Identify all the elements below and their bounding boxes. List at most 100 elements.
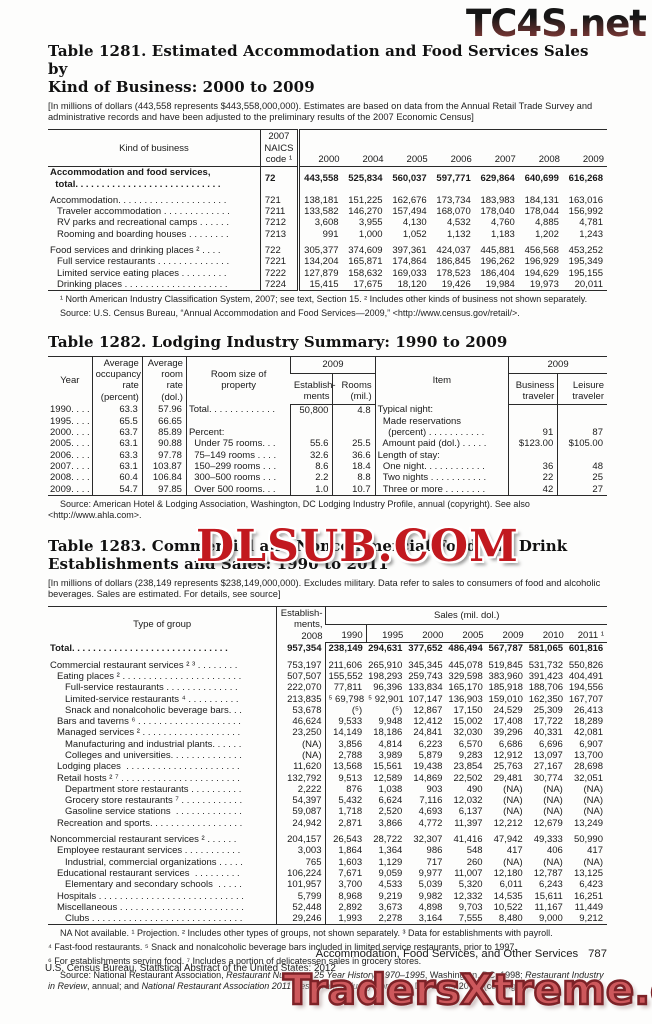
col-header-sales-span: Sales (mil. dol.) [325,606,607,626]
table-1281-bracket-note: [In millions of dollars (443,558 represe… [48,101,593,123]
table-cell: Industrial, commercial organizations . .… [65,856,243,868]
table-cell: Recreation and sports. . . . . . . . . .… [57,817,243,829]
table-row: Gasoline service stations . . . . . . . … [48,806,607,818]
table-cell: 26,413 [573,704,603,716]
table-cell: 4,814 [378,738,403,750]
table-cell: 19,973 [529,278,559,290]
table-cell: 204,157 [276,829,326,846]
table-cell: 22 [508,472,558,484]
table-cell: 2006. . . . . [50,449,93,461]
table-cell: (NA) [583,783,603,795]
col-header-year-2004: 2004 [342,129,387,168]
table-cell: 456,568 [524,245,559,257]
table-1282-header-row-2: Establish- ments Rooms (mil.) Business t… [48,373,607,405]
table-cell: 3,955 [358,217,383,229]
table-cell: 16,251 [573,890,603,902]
section-name: Accommodation, Food Services, and Other … [315,948,579,960]
table-cell: 198,293 [368,670,403,682]
table-cell: Full service restaurants . . . . . . . .… [57,256,230,268]
table-cell: 155,552 [325,670,367,683]
table-cell: 40,331 [533,727,563,739]
col-header-leisure-traveler: Leisure traveler [557,373,607,405]
table-cell: 15,415 [296,278,343,291]
table-cell: Grocery store restaurants ⁷ . . . . . . … [65,795,243,807]
table-cell: 6,137 [458,806,483,818]
table-cell: 525,834 [348,172,383,184]
table-cell: 11,397 [454,817,483,829]
table-cell: 101,957 [276,879,326,891]
table-cell: 721 [259,189,299,207]
table-cell: 36.6 [332,449,376,462]
col-header-2009-span-left: 2009 [290,356,376,374]
table-cell: 1,129 [378,856,403,868]
table-1281-title-line1: Table 1281. Estimated Accommodation and … [48,42,589,78]
table-cell: 42,081 [573,727,603,739]
table-cell: 4,760 [491,217,515,229]
table-row: Educational restaurant services . . . . … [48,867,607,880]
col-header-establishments-2008: Establish- ments, 2008 [276,606,326,643]
table-row: Industrial, commercial organizations . .… [48,856,607,868]
col-header-2009: 2009 [486,624,527,644]
table-cell: 2,520 [378,806,403,818]
table-cell: 54.7 [91,483,143,496]
table-cell: 640,699 [524,172,559,184]
table-cell: 443,558 [296,166,343,190]
table-cell: Over 500 rooms. . . [185,483,291,496]
table-cell: 19,438 [413,761,443,773]
table-cell: 581,065 [528,643,564,655]
table-cell: 13,568 [325,761,367,773]
table-cell: 29,246 [276,913,326,925]
table-cell: 127,879 [296,267,343,279]
table-cell: 77,811 [325,682,367,694]
table-cell: 550,826 [568,659,604,671]
table-cell: Commercial restaurant services ² ³ . . .… [50,659,238,671]
table-cell: 417 [587,845,603,857]
table-cell: 1,052 [402,228,427,240]
table-cell: 186,845 [436,256,471,268]
table-row: Eating places ² . . . . . . . . . . . . … [48,670,607,683]
table-cell: 2,892 [325,901,367,914]
table-cell: Lodging places . . . . . . . . . . . . .… [57,761,240,773]
table-cell: 3,866 [378,817,403,829]
table-cell: 11,167 [534,901,563,913]
table-cell: 14,869 [413,772,443,784]
table-cell: 25,763 [493,761,523,773]
table-cell: 36 [508,461,558,473]
table-cell: Snack and nonalcoholic beverage bars. . … [65,704,242,716]
table-cell: (NA) [543,806,563,818]
table-cell: 167,707 [568,693,604,705]
table-cell: Total. . . . . . . . . . . . . [185,404,291,416]
table-cell: (NA) [583,806,603,818]
table-cell: 9,533 [325,716,367,728]
table-row: Recreation and sports. . . . . . . . . .… [48,817,607,830]
table-cell: Bars and taverns ⁶ . . . . . . . . . . .… [57,716,241,728]
table-1281-footnote: ¹ North American Industry Classification… [60,294,588,305]
table-1283-header-row-2: 1990 1995 2000 2005 2009 2010 2011 ¹ [48,624,607,644]
table-cell: (NA) [543,795,563,807]
table-1282-header-row-1: Year Average occupancy rate (percent) Av… [48,356,607,405]
table-cell: 158,632 [348,267,383,279]
table-cell: 72 [259,166,299,190]
table-cell: 25,309 [533,704,563,716]
table-cell: 7,116 [419,795,443,807]
table-1281-title: Table 1281. Estimated Accommodation and … [48,42,607,96]
table-row: Commercial restaurant services ² ³ . . .… [48,654,607,671]
table-1281: Kind of business 2007 NAICS code ¹ 2000 … [48,129,607,292]
table-cell: 48 [557,461,607,473]
table-row: Grocery store restaurants ⁷ . . . . . . … [48,795,607,807]
table-cell: Accommodation and food services, total. … [50,167,221,190]
table-cell: 4,532 [446,217,471,229]
table-cell: Elementary and secondary schools . . . .… [65,879,242,891]
table-cell: (percent) . . . . . . . . . . . [374,427,509,439]
table-cell [332,415,376,428]
table-cell: 159,010 [488,693,523,705]
table-cell: 6,243 [539,879,563,891]
table-cell: 174,864 [392,256,427,268]
table-cell: 195,155 [568,267,603,279]
table-cell: 3,700 [325,879,367,891]
table-row: Food services and drinking places ² . . … [48,240,607,257]
table-cell [557,449,607,462]
table-cell: 90.88 [141,438,187,450]
table-cell: 1,243 [579,228,603,240]
source-text: , December 2010, (copyright). [409,980,529,991]
